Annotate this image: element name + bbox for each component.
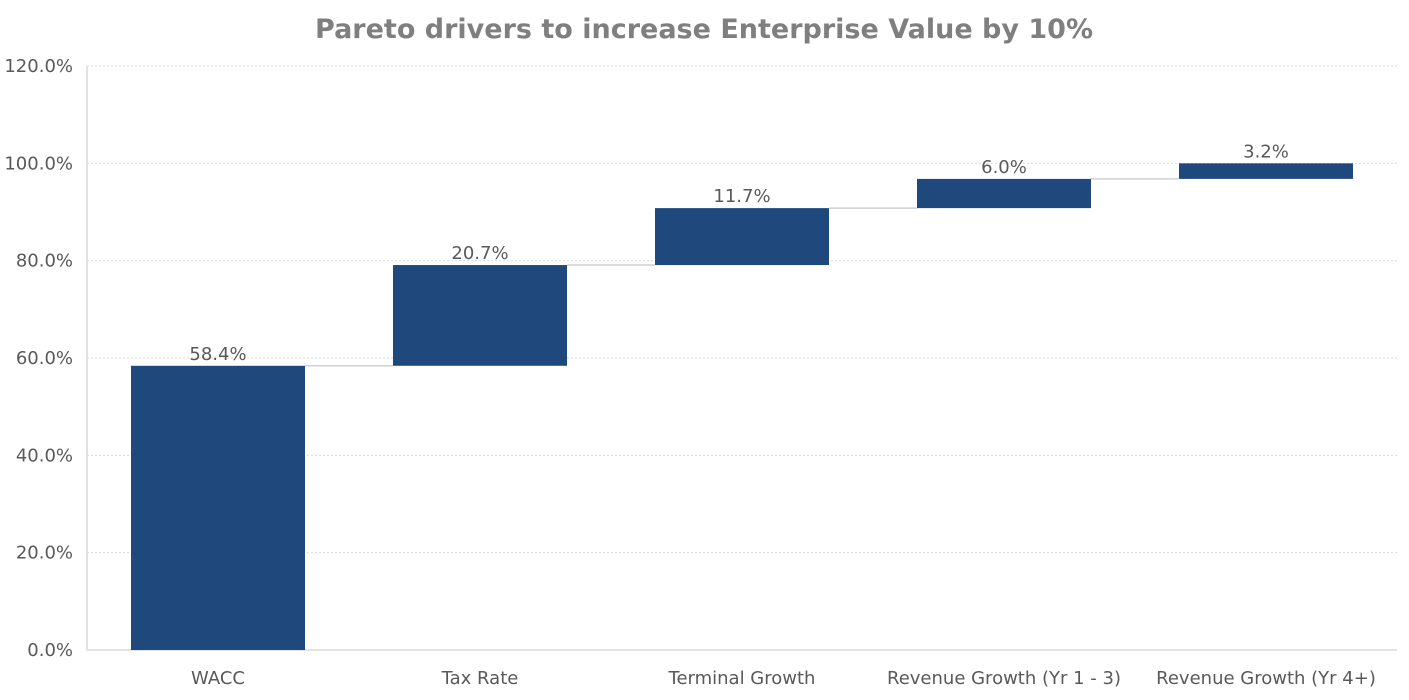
- x-tick-label: Terminal Growth: [668, 668, 816, 689]
- y-tick-label: 0.0%: [27, 640, 73, 661]
- data-label: 6.0%: [981, 157, 1027, 178]
- data-label: 11.7%: [713, 186, 770, 207]
- data-label: 3.2%: [1243, 141, 1289, 162]
- bar-3: [917, 178, 1091, 209]
- bar-4: [1179, 163, 1353, 179]
- y-tick-label: 40.0%: [16, 445, 73, 466]
- x-tick-label: Revenue Growth (Yr 1 - 3): [887, 668, 1121, 689]
- bar-1: [393, 265, 567, 366]
- x-tick-label: Tax Rate: [441, 668, 519, 689]
- bar-2: [655, 208, 829, 266]
- bar-0: [131, 365, 305, 650]
- y-tick-label: 20.0%: [16, 543, 73, 564]
- y-tick-label: 100.0%: [4, 153, 73, 174]
- y-tick-label: 80.0%: [16, 251, 73, 272]
- data-label: 58.4%: [189, 344, 246, 365]
- x-tick-label: WACC: [191, 668, 245, 689]
- x-tick-label: Revenue Growth (Yr 4+): [1156, 668, 1376, 689]
- data-label: 20.7%: [451, 243, 508, 264]
- y-tick-label: 60.0%: [16, 348, 73, 369]
- chart-title: Pareto drivers to increase Enterprise Va…: [315, 14, 1093, 45]
- y-tick-label: 120.0%: [4, 56, 73, 77]
